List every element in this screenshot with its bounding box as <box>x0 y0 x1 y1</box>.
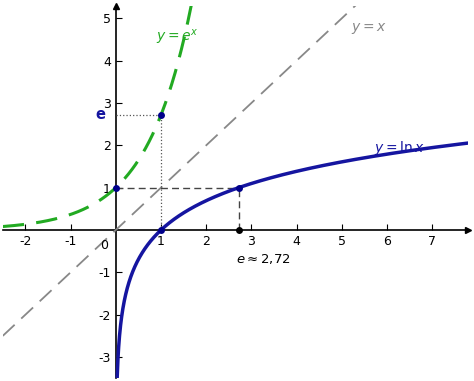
Text: 0: 0 <box>100 239 108 252</box>
Text: $y = e^x$: $y = e^x$ <box>156 28 199 47</box>
Text: $\mathbf{e}$: $\mathbf{e}$ <box>95 107 106 122</box>
Text: $e \approx 2{,}72$: $e \approx 2{,}72$ <box>236 252 291 266</box>
Text: $y = x$: $y = x$ <box>351 21 387 36</box>
Text: $y = \ln x$: $y = \ln x$ <box>374 139 424 157</box>
